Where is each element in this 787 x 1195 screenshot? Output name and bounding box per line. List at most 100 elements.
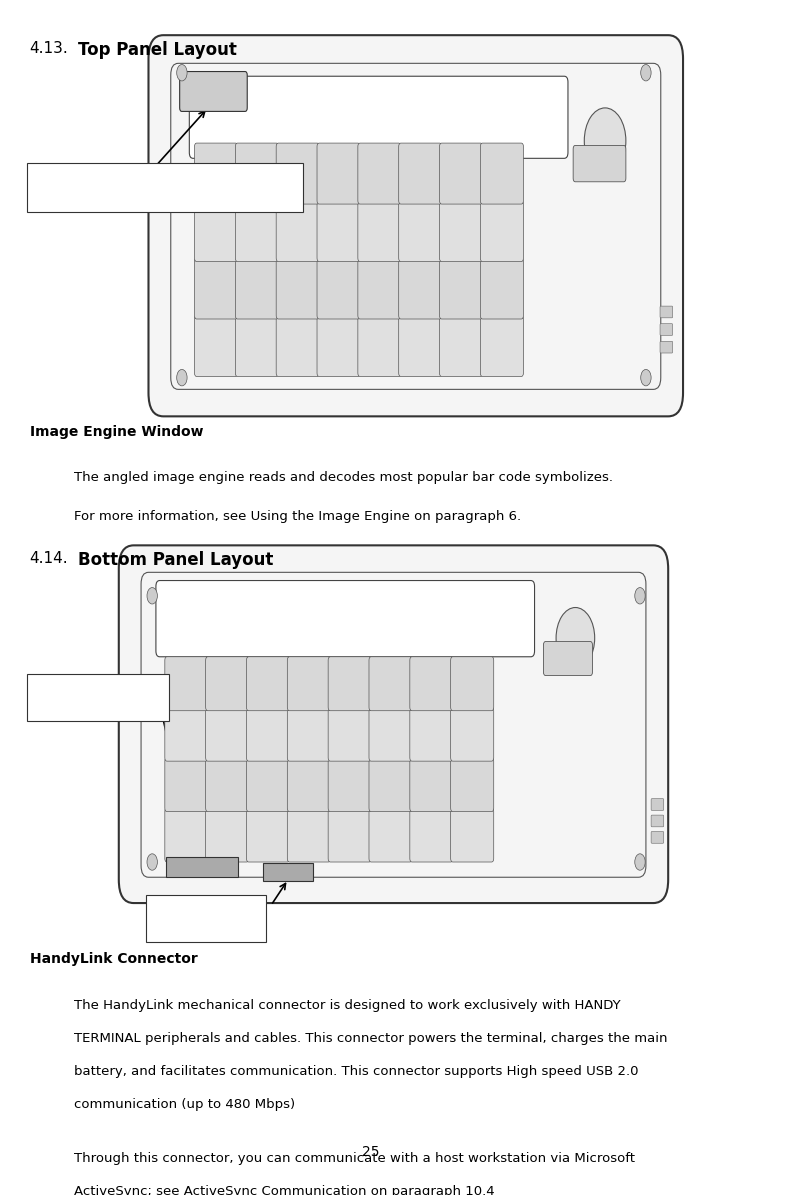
FancyBboxPatch shape [369, 657, 412, 711]
FancyBboxPatch shape [660, 306, 673, 318]
Text: battery, and facilitates communication. This connector supports High speed USB 2: battery, and facilitates communication. … [74, 1065, 639, 1078]
FancyBboxPatch shape [544, 642, 593, 675]
FancyBboxPatch shape [194, 258, 238, 319]
FancyBboxPatch shape [287, 707, 331, 761]
FancyBboxPatch shape [328, 808, 371, 862]
FancyBboxPatch shape [358, 258, 401, 319]
FancyBboxPatch shape [573, 146, 626, 182]
FancyBboxPatch shape [328, 657, 371, 711]
Text: TERMINAL peripherals and cables. This connector powers the terminal, charges the: TERMINAL peripherals and cables. This co… [74, 1032, 667, 1046]
Circle shape [635, 853, 645, 870]
FancyBboxPatch shape [276, 258, 320, 319]
FancyBboxPatch shape [480, 143, 523, 204]
FancyBboxPatch shape [235, 143, 279, 204]
Text: 4.13.: 4.13. [30, 41, 68, 56]
FancyBboxPatch shape [179, 72, 247, 111]
FancyBboxPatch shape [287, 657, 331, 711]
Text: The HandyLink mechanical connector is designed to work exclusively with HANDY: The HandyLink mechanical connector is de… [74, 999, 621, 1012]
FancyBboxPatch shape [399, 315, 442, 376]
FancyBboxPatch shape [410, 758, 453, 811]
FancyBboxPatch shape [439, 258, 482, 319]
FancyBboxPatch shape [439, 143, 482, 204]
FancyBboxPatch shape [246, 808, 290, 862]
FancyBboxPatch shape [205, 657, 249, 711]
FancyBboxPatch shape [205, 808, 249, 862]
FancyBboxPatch shape [166, 857, 238, 877]
FancyBboxPatch shape [328, 707, 371, 761]
FancyBboxPatch shape [451, 657, 493, 711]
FancyBboxPatch shape [317, 143, 360, 204]
FancyBboxPatch shape [651, 832, 663, 844]
FancyBboxPatch shape [358, 315, 401, 376]
FancyBboxPatch shape [410, 808, 453, 862]
FancyBboxPatch shape [399, 201, 442, 262]
Text: 25: 25 [363, 1145, 380, 1159]
FancyBboxPatch shape [119, 545, 668, 903]
FancyBboxPatch shape [246, 758, 290, 811]
FancyBboxPatch shape [651, 815, 663, 827]
FancyBboxPatch shape [276, 143, 320, 204]
FancyBboxPatch shape [358, 201, 401, 262]
FancyBboxPatch shape [28, 163, 303, 213]
FancyBboxPatch shape [439, 201, 482, 262]
FancyBboxPatch shape [439, 315, 482, 376]
FancyBboxPatch shape [480, 201, 523, 262]
FancyBboxPatch shape [164, 808, 208, 862]
FancyBboxPatch shape [263, 863, 312, 881]
FancyBboxPatch shape [480, 258, 523, 319]
FancyBboxPatch shape [194, 201, 238, 262]
FancyBboxPatch shape [205, 758, 249, 811]
Text: Top Panel Layout: Top Panel Layout [78, 41, 237, 59]
FancyBboxPatch shape [235, 315, 279, 376]
Text: Image Engine Window: Image Engine Window [30, 424, 203, 439]
FancyBboxPatch shape [235, 201, 279, 262]
Text: Image engine window (with engine): Image engine window (with engine) [53, 182, 277, 194]
Circle shape [556, 607, 595, 668]
FancyBboxPatch shape [317, 258, 360, 319]
Text: ActiveSync; see ActiveSync Communication on paragraph 10.4: ActiveSync; see ActiveSync Communication… [74, 1184, 495, 1195]
FancyBboxPatch shape [287, 808, 331, 862]
Circle shape [147, 588, 157, 603]
Circle shape [635, 588, 645, 603]
FancyBboxPatch shape [410, 657, 453, 711]
FancyBboxPatch shape [276, 315, 320, 376]
Circle shape [584, 108, 626, 173]
FancyBboxPatch shape [194, 315, 238, 376]
FancyBboxPatch shape [164, 657, 208, 711]
Circle shape [147, 853, 157, 870]
FancyBboxPatch shape [205, 707, 249, 761]
FancyBboxPatch shape [149, 35, 683, 416]
Text: For more information, see Using the Image Engine on paragraph 6.: For more information, see Using the Imag… [74, 510, 521, 523]
Text: HandyLink Connector: HandyLink Connector [30, 952, 198, 967]
FancyBboxPatch shape [156, 581, 534, 657]
FancyBboxPatch shape [399, 258, 442, 319]
FancyBboxPatch shape [660, 324, 673, 336]
FancyBboxPatch shape [651, 798, 663, 810]
FancyBboxPatch shape [399, 143, 442, 204]
FancyBboxPatch shape [410, 707, 453, 761]
FancyBboxPatch shape [369, 707, 412, 761]
Text: I/O connector: I/O connector [56, 692, 140, 704]
FancyBboxPatch shape [287, 758, 331, 811]
Text: USB port: USB port [179, 912, 234, 925]
FancyBboxPatch shape [480, 315, 523, 376]
FancyBboxPatch shape [317, 201, 360, 262]
FancyBboxPatch shape [317, 315, 360, 376]
Text: 4.14.: 4.14. [30, 551, 68, 566]
FancyBboxPatch shape [276, 201, 320, 262]
FancyBboxPatch shape [246, 657, 290, 711]
FancyBboxPatch shape [146, 895, 266, 942]
Text: The angled image engine reads and decodes most popular bar code symbolizes.: The angled image engine reads and decode… [74, 472, 613, 484]
Circle shape [177, 369, 187, 386]
FancyBboxPatch shape [164, 758, 208, 811]
FancyBboxPatch shape [194, 143, 238, 204]
FancyBboxPatch shape [328, 758, 371, 811]
Circle shape [641, 65, 651, 81]
FancyBboxPatch shape [246, 707, 290, 761]
FancyBboxPatch shape [660, 342, 673, 353]
FancyBboxPatch shape [369, 758, 412, 811]
Text: Bottom Panel Layout: Bottom Panel Layout [78, 551, 273, 569]
Circle shape [641, 369, 651, 386]
FancyBboxPatch shape [451, 707, 493, 761]
FancyBboxPatch shape [451, 808, 493, 862]
